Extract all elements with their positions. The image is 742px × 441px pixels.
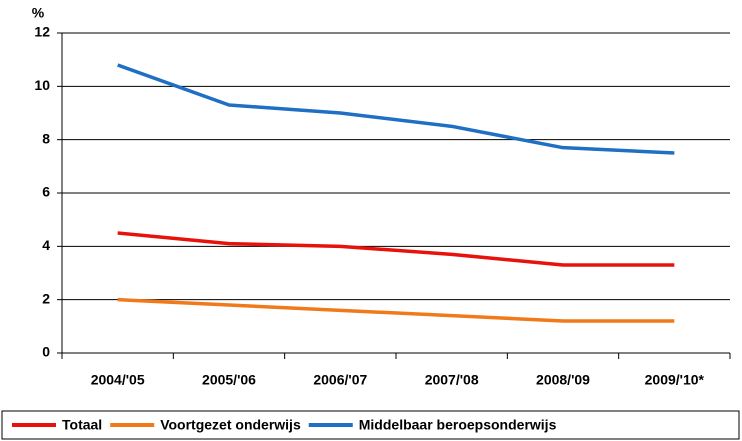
y-tick-label: 10 (34, 77, 50, 93)
x-tick-label: 2008/'09 (536, 372, 590, 388)
series-line (117, 231, 675, 267)
series-line (117, 297, 675, 323)
y-tick-label: 12 (34, 24, 50, 40)
legend-box (1, 410, 740, 440)
x-tick-label: 2005/'06 (202, 372, 256, 388)
legend-label: Middelbaar beroepsonderwijs (359, 417, 557, 433)
x-tick-label: 2007/'08 (425, 372, 479, 388)
y-tick-label: 8 (42, 130, 50, 146)
y-tick-label: 6 (42, 184, 50, 200)
y-axis-label: % (32, 5, 45, 21)
y-tick-label: 4 (42, 237, 50, 253)
x-tick-label: 2009/'10* (645, 372, 705, 388)
legend-label: Totaal (62, 417, 102, 433)
y-tick-label: 2 (42, 290, 50, 306)
y-tick-label: 0 (42, 344, 50, 360)
series-line (117, 63, 675, 155)
x-tick-label: 2004/'05 (91, 372, 145, 388)
legend-label: Voortgezet onderwijs (160, 417, 301, 433)
x-tick-label: 2006/'07 (313, 372, 367, 388)
